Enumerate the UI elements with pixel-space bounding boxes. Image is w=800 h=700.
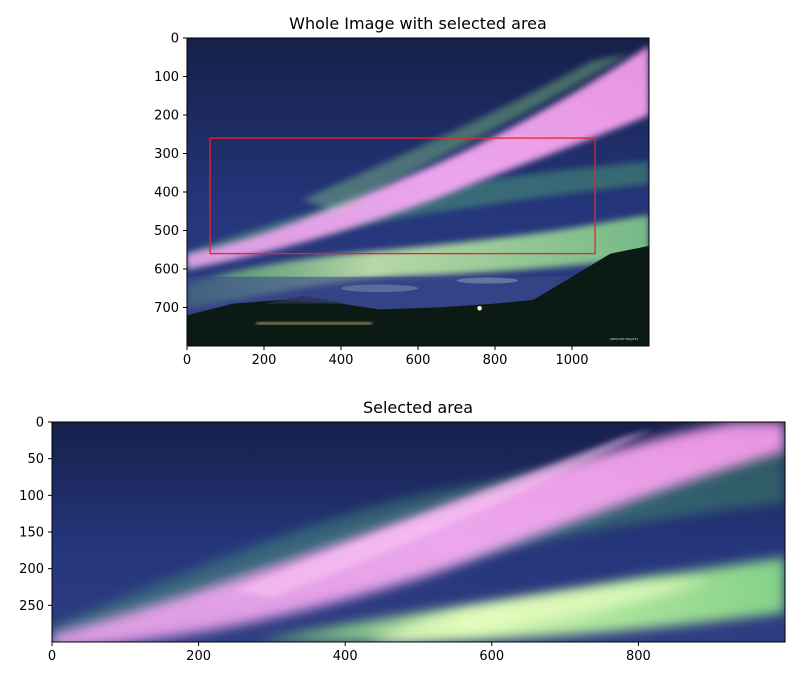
top-y-tick-label: 100 — [154, 70, 179, 85]
bottom-y-tick-label: 150 — [19, 526, 44, 541]
bottom-y-tick-label: 250 — [19, 599, 44, 614]
top-x-tick-label: 600 — [406, 353, 431, 368]
top-y-tick-label: 500 — [154, 224, 179, 239]
bottom-x-tick-label: 600 — [479, 649, 504, 664]
top-x-tick-label: 0 — [183, 353, 191, 368]
bottom-x-tick-label: 400 — [333, 649, 358, 664]
selected-image — [52, 422, 786, 642]
bottom-chart-title: Selected area — [363, 398, 473, 417]
top-x-tick-label: 800 — [483, 353, 508, 368]
bottom-x-tick-label: 200 — [186, 649, 211, 664]
top-x-tick-label: 200 — [252, 353, 277, 368]
top-y-tick-label: 400 — [154, 186, 179, 201]
bottom-x-tick-label: 800 — [626, 649, 651, 664]
top-y-tick-label: 700 — [154, 301, 179, 316]
top-x-tick-label: 400 — [329, 353, 354, 368]
top-y-tick-label: 200 — [154, 109, 179, 124]
bottom-x-tick-label: 0 — [48, 649, 56, 664]
whole-image — [187, 38, 650, 347]
signature: GREGORY PRIJATEL — [610, 337, 639, 341]
top-y-tick-label: 300 — [154, 147, 179, 162]
top-y-tick-label: 0 — [171, 32, 179, 47]
bottom-y-tick-label: 0 — [36, 416, 44, 431]
selected-area-rectangle — [209, 137, 596, 255]
top-y-tick-label: 600 — [154, 263, 179, 278]
top-chart-title: Whole Image with selected area — [289, 14, 547, 33]
bottom-y-tick-label: 100 — [19, 489, 44, 504]
bottom-y-tick-label: 200 — [19, 562, 44, 577]
bottom-y-tick-label: 50 — [27, 452, 44, 467]
top-x-tick-label: 1000 — [555, 353, 588, 368]
